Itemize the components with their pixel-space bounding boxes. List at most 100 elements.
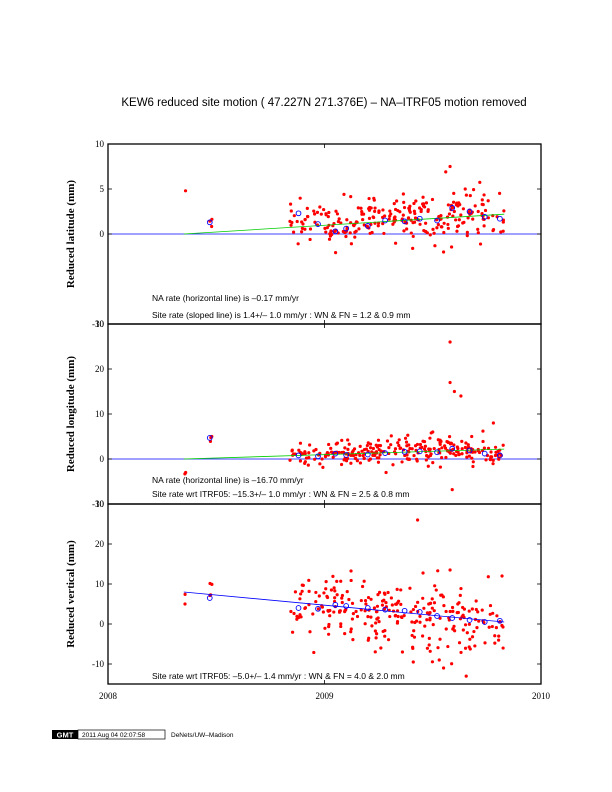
- average-marker: [434, 613, 440, 619]
- data-point: [422, 606, 426, 610]
- data-point: [375, 632, 379, 636]
- data-point: [480, 198, 484, 202]
- data-point: [411, 234, 415, 239]
- data-point: [452, 209, 456, 214]
- data-point: [369, 597, 373, 601]
- data-point: [370, 230, 374, 235]
- data-point: [363, 622, 367, 626]
- data-point: [322, 591, 326, 595]
- data-point: [366, 595, 371, 600]
- trend-line: [183, 213, 505, 235]
- data-point: [373, 209, 377, 213]
- data-point: [460, 447, 464, 451]
- data-point: [292, 611, 296, 616]
- y-tick-label: 10: [95, 139, 105, 149]
- data-point: [470, 434, 474, 439]
- data-point: [210, 224, 214, 229]
- data-point: [305, 214, 310, 219]
- data-point: [464, 674, 468, 678]
- gmt-logo-text: GMT: [57, 731, 74, 740]
- data-point: [415, 619, 419, 623]
- average-marker: [434, 217, 440, 224]
- data-point: [361, 453, 365, 458]
- data-point: [362, 579, 366, 583]
- data-point: [418, 620, 422, 624]
- data-point: [327, 237, 332, 241]
- data-point: [324, 580, 328, 584]
- data-point: [402, 614, 406, 618]
- data-point: [394, 241, 398, 245]
- data-point: [441, 250, 446, 254]
- data-point: [421, 195, 425, 199]
- data-point: [427, 447, 431, 451]
- data-point: [501, 229, 505, 233]
- data-point: [374, 443, 378, 447]
- data-point: [383, 634, 387, 638]
- data-point: [436, 646, 440, 650]
- data-point: [337, 450, 341, 455]
- data-point: [331, 574, 335, 578]
- data-point: [403, 436, 408, 440]
- data-point: [400, 650, 405, 654]
- data-point: [457, 601, 461, 605]
- data-point: [305, 206, 309, 211]
- data-point: [392, 201, 396, 206]
- data-point: [457, 201, 461, 205]
- data-point: [355, 614, 360, 619]
- data-point: [476, 209, 480, 214]
- data-point: [446, 203, 450, 207]
- data-point: [375, 617, 379, 621]
- y-tick-label: 0: [100, 619, 105, 629]
- data-point: [342, 458, 346, 462]
- average-marker: [343, 452, 350, 458]
- data-point: [473, 644, 477, 648]
- data-point: [307, 451, 311, 455]
- data-point: [455, 445, 459, 449]
- data-point: [409, 231, 413, 235]
- data-point: [367, 196, 371, 201]
- data-point: [490, 624, 494, 629]
- data-point: [491, 421, 495, 425]
- data-point: [401, 213, 405, 217]
- data-point: [396, 599, 401, 603]
- rate-annotation: NA rate (horizontal line) is –0.17 mm/yr: [152, 293, 299, 303]
- data-point: [354, 229, 358, 233]
- data-point: [350, 450, 355, 454]
- data-point: [337, 217, 341, 221]
- data-point: [369, 615, 373, 619]
- data-point: [445, 439, 449, 444]
- data-point: [462, 220, 466, 224]
- data-point: [320, 605, 324, 609]
- average-marker: [466, 447, 473, 454]
- data-point: [470, 607, 474, 611]
- data-point: [442, 221, 446, 225]
- data-point: [183, 602, 187, 606]
- data-point: [430, 660, 435, 664]
- data-point: [478, 180, 482, 184]
- plot-area: [108, 340, 541, 492]
- data-point: [347, 442, 351, 446]
- data-point: [427, 636, 431, 640]
- average-marker: [497, 452, 503, 459]
- data-point: [325, 451, 329, 455]
- average-marker: [449, 205, 456, 211]
- data-point: [448, 164, 452, 169]
- data-point: [389, 596, 393, 600]
- average-marker: [449, 445, 456, 452]
- data-point: [332, 586, 336, 590]
- average-marker: [206, 219, 213, 226]
- data-point: [323, 626, 327, 630]
- data-point: [474, 599, 478, 603]
- data-point: [413, 211, 417, 216]
- data-point: [384, 470, 388, 475]
- data-point: [379, 646, 383, 650]
- data-point: [465, 234, 469, 238]
- rate-annotation: NA rate (horizontal line) is –16.70 mm/y…: [152, 475, 304, 485]
- data-point: [388, 614, 392, 619]
- data-point: [303, 460, 307, 464]
- data-point: [304, 456, 309, 460]
- data-point: [447, 212, 452, 216]
- data-point: [323, 453, 328, 457]
- data-point: [489, 455, 493, 459]
- data-point: [334, 442, 338, 446]
